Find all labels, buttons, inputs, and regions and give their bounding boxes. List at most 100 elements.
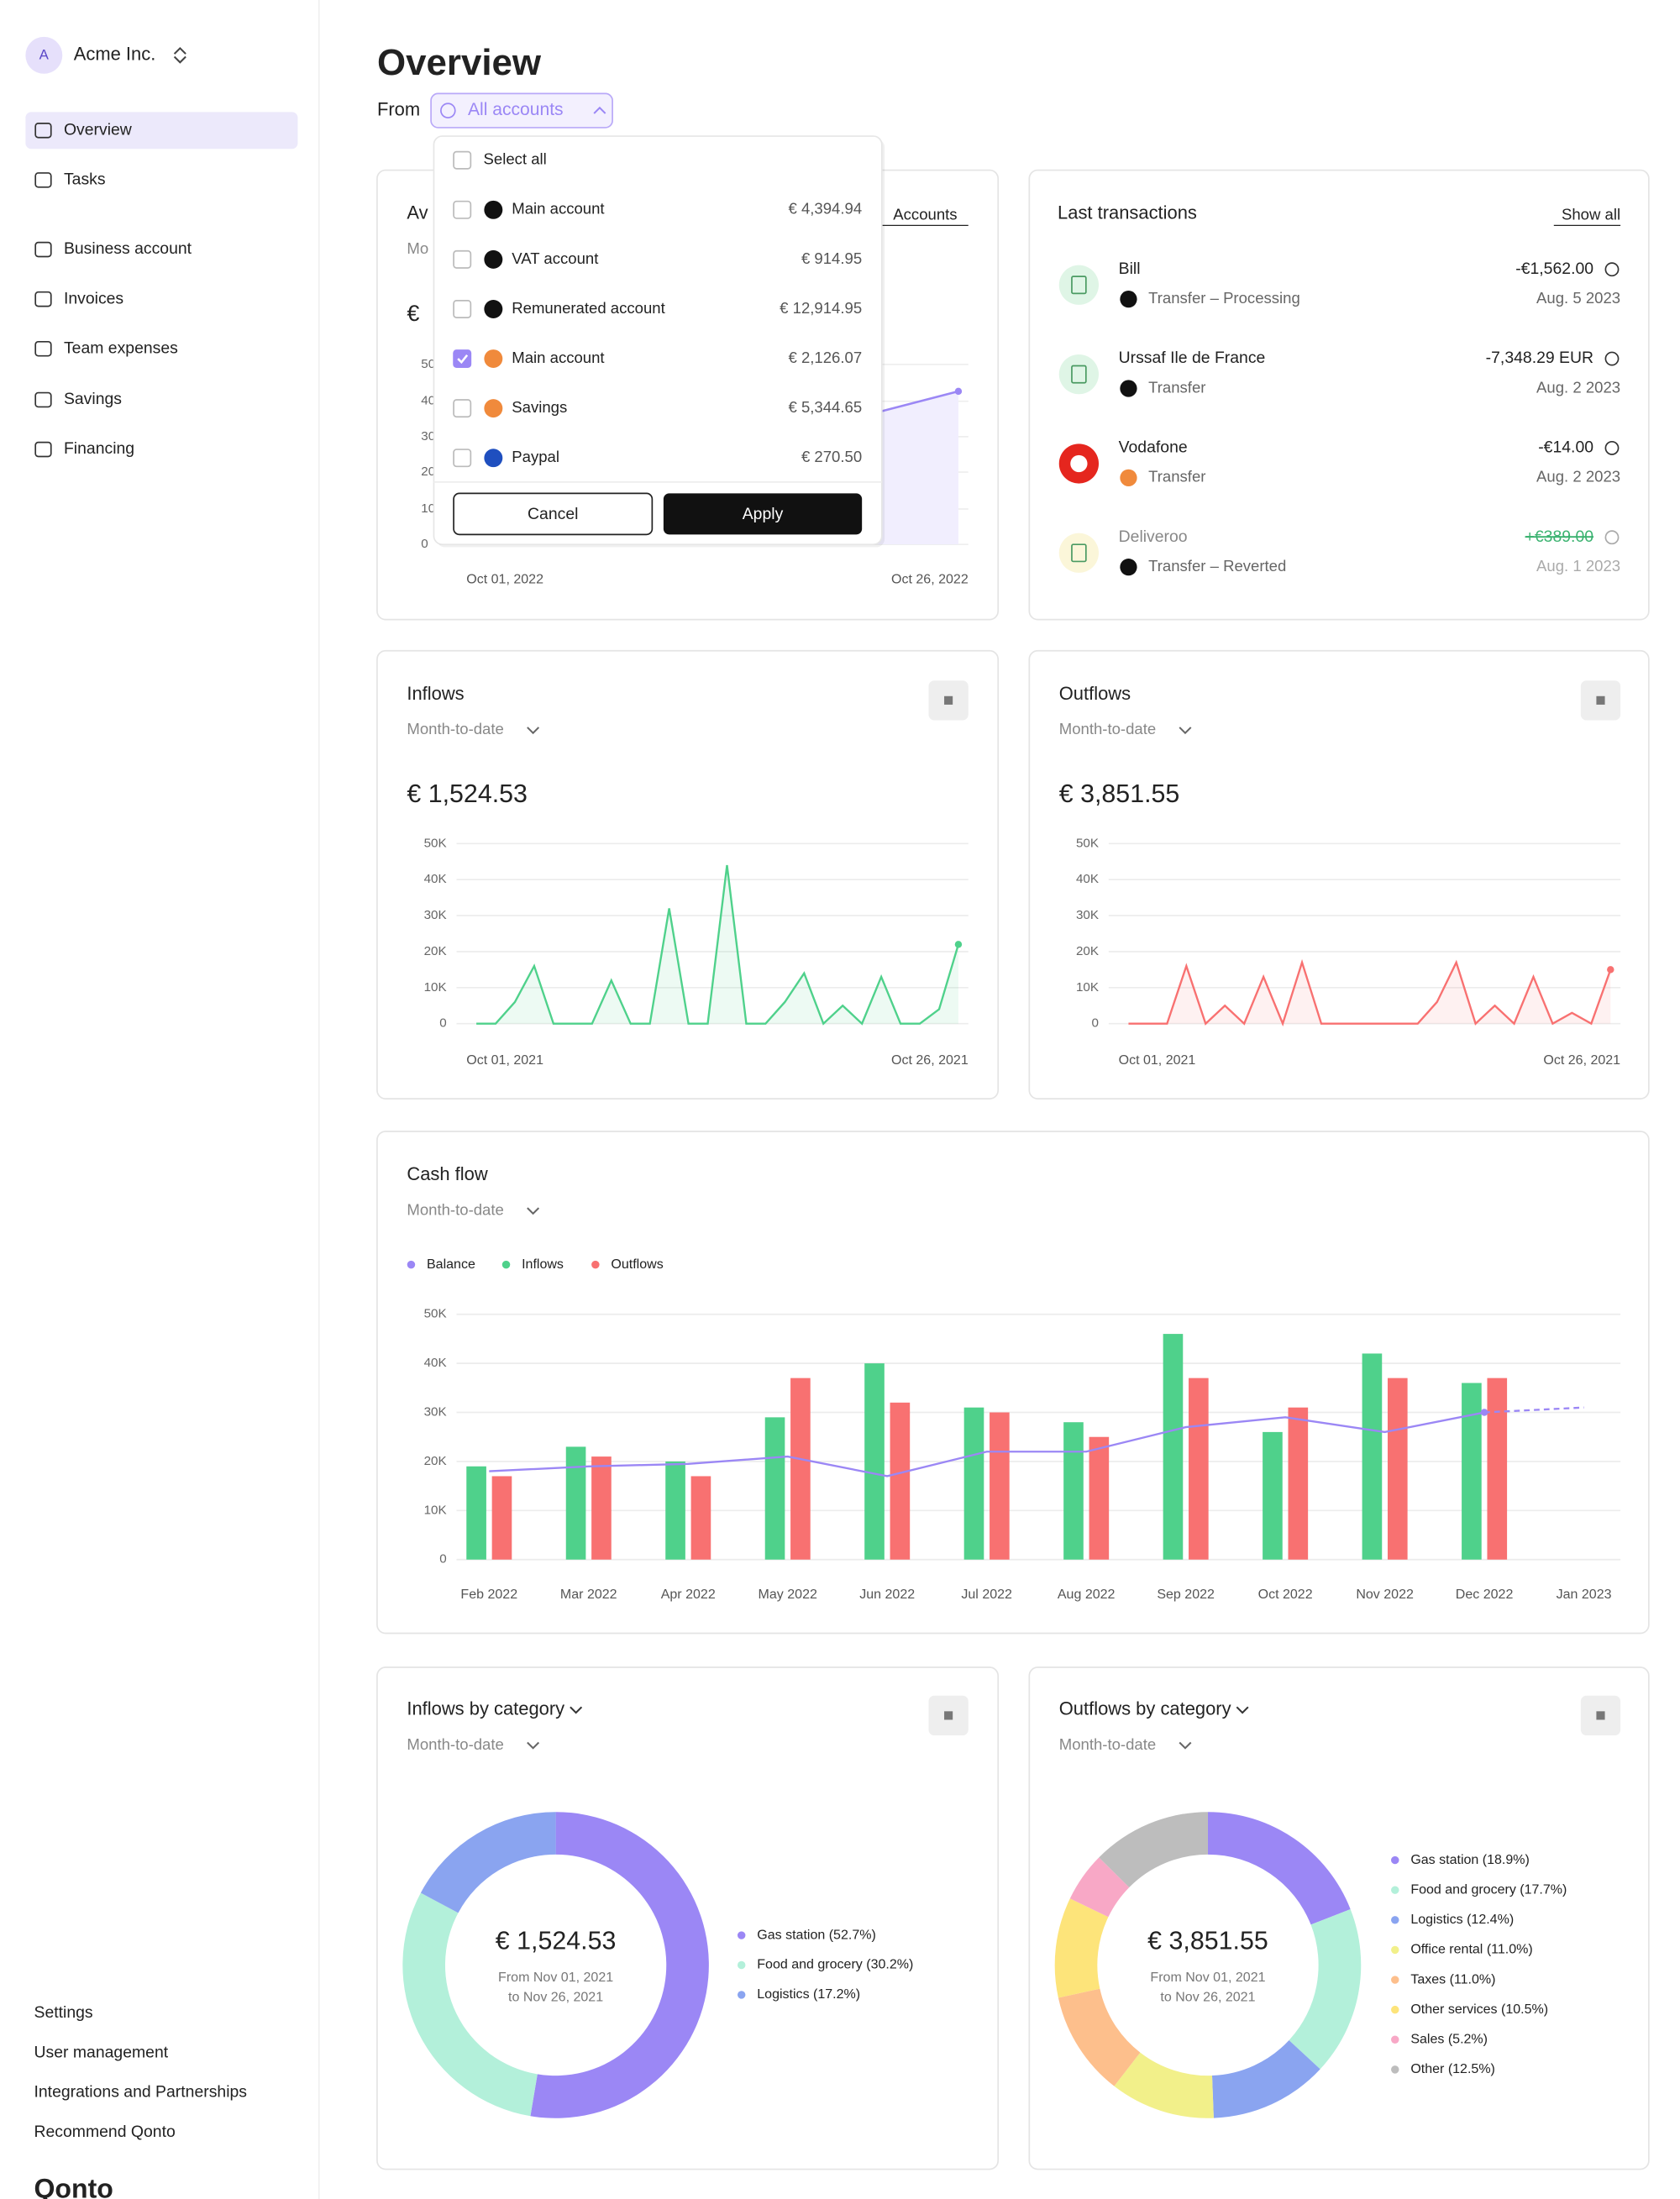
legend-label: Logistics (12.4%): [1410, 1912, 1514, 1927]
footer-link[interactable]: Recommend Qonto: [34, 2123, 176, 2141]
account-name: VAT account: [512, 249, 599, 267]
card-period[interactable]: Month-to-date: [1059, 1735, 1156, 1753]
y-tick-label: 20K: [424, 1454, 447, 1468]
bar: [1487, 1378, 1508, 1560]
nav-icon: [34, 340, 52, 357]
bar: [491, 1476, 512, 1560]
y-tick-label: 10K: [424, 1503, 447, 1517]
transaction-amount: -7,348.29 EUR: [1486, 349, 1593, 367]
nav-item[interactable]: Invoices: [64, 289, 123, 307]
transaction-date: Aug. 2 2023: [1536, 378, 1620, 396]
nav-item[interactable]: Tasks: [64, 170, 106, 188]
chevron: [1236, 1706, 1249, 1714]
org-name[interactable]: Acme Inc.: [74, 44, 156, 65]
transaction-date: Aug. 2 2023: [1536, 468, 1620, 485]
button-glyph: [944, 695, 953, 705]
footer-link[interactable]: Settings: [34, 2003, 93, 2022]
y-tick-label: 40K: [424, 1356, 447, 1370]
status-icon: [1120, 380, 1137, 397]
transaction-name: Deliveroo: [1119, 527, 1188, 546]
apply-button[interactable]: [663, 493, 863, 535]
footer-link[interactable]: Integrations and Partnerships: [34, 2083, 248, 2102]
bar: [1387, 1378, 1408, 1560]
chevron: [173, 55, 186, 64]
transaction-date: Aug. 5 2023: [1536, 289, 1620, 307]
account-amount: € 5,344.65: [788, 398, 862, 416]
transaction-name: Bill: [1119, 260, 1141, 278]
card-title: Inflows by category: [407, 1698, 564, 1719]
doc-glyph: [1071, 543, 1087, 563]
card-period[interactable]: Month-to-date: [407, 1735, 503, 1753]
footer-link[interactable]: User management: [34, 2043, 169, 2061]
nav-icon: [34, 172, 52, 188]
checkbox[interactable]: [453, 249, 472, 269]
nav-item[interactable]: Business account: [64, 239, 192, 258]
legend-dot: [501, 1260, 511, 1269]
accounts-link[interactable]: Accounts: [893, 205, 957, 223]
y-tick-label: 20: [421, 464, 435, 479]
transaction-icon: [1058, 265, 1100, 305]
legend-dot: [1391, 1916, 1399, 1924]
x-tick-label: Sep 2022: [1157, 1587, 1215, 1602]
cancel-label: Cancel: [528, 505, 578, 523]
bank-icon: [484, 249, 503, 269]
donut-center-to: to Nov 26, 2021: [1160, 1990, 1255, 2005]
legend-label: Outflows: [611, 1257, 663, 1272]
doc-glyph: [1071, 365, 1087, 384]
donut-slice: [1289, 1908, 1362, 2070]
transaction-amount: -€14.00: [1538, 438, 1593, 457]
checkbox[interactable]: [453, 200, 472, 219]
checkbox[interactable]: [453, 349, 472, 369]
vodafone-mark: [1070, 454, 1088, 473]
bar: [1089, 1436, 1110, 1560]
logo: Qonto: [34, 2173, 113, 2199]
y-tick-label: 40K: [1076, 872, 1099, 886]
balance-currency: €: [407, 301, 419, 326]
card-title: Cash flow: [407, 1163, 487, 1184]
account-amount: € 4,394.94: [788, 200, 862, 218]
attachment-icon: [1604, 262, 1620, 277]
nav-icon: [34, 291, 52, 307]
transaction-amount: -€1,562.00: [1515, 260, 1593, 278]
card-period[interactable]: Month-to-date: [1059, 720, 1156, 737]
legend-dot: [591, 1260, 600, 1269]
checkbox[interactable]: [453, 150, 472, 170]
cancel-button[interactable]: [453, 492, 654, 536]
card-period[interactable]: Month-to-date: [407, 720, 503, 737]
chevron: [1179, 1741, 1192, 1750]
card-title: Av: [407, 202, 428, 223]
legend-dot: [1391, 2065, 1399, 2074]
card-period[interactable]: Month-to-date: [407, 1200, 503, 1218]
bar: [1263, 1431, 1283, 1560]
transaction-name: Urssaf Ile de France: [1119, 349, 1266, 367]
nav-item[interactable]: Savings: [64, 390, 122, 408]
x-tick-label: Jan 2023: [1557, 1587, 1612, 1602]
donut-slice: [1069, 1857, 1130, 1918]
bar: [790, 1378, 811, 1560]
nav-icon: [34, 391, 52, 408]
nav-item[interactable]: Financing: [64, 439, 134, 458]
nav-icon: [34, 241, 52, 258]
nav-item[interactable]: Team expenses: [64, 339, 178, 357]
y-tick-label: 20K: [424, 944, 447, 958]
transaction-status: Transfer – Processing: [1148, 289, 1300, 307]
show-all-link[interactable]: Show all: [1562, 205, 1620, 223]
bar: [665, 1461, 685, 1560]
status-icon: [1120, 559, 1137, 576]
checkbox[interactable]: [453, 449, 472, 468]
checkbox[interactable]: [453, 399, 472, 418]
donut-center-from: From Nov 01, 2021: [1150, 1970, 1265, 1985]
legend-label: Food and grocery (30.2%): [757, 1957, 913, 1972]
bank-icon: [484, 449, 503, 468]
account-selector[interactable]: [430, 92, 613, 129]
legend-label: Taxes (11.0%): [1410, 1971, 1495, 1986]
checkbox[interactable]: [453, 300, 472, 318]
y-tick-label: 10K: [424, 980, 447, 995]
bar: [963, 1407, 984, 1560]
donut-slice: [1114, 2052, 1214, 2118]
nav-item[interactable]: Overview: [64, 120, 133, 139]
avatar-letter: A: [39, 46, 50, 62]
transaction-date: Aug. 1 2023: [1536, 557, 1620, 575]
x-tick-label: Oct 01, 2022: [466, 572, 543, 587]
